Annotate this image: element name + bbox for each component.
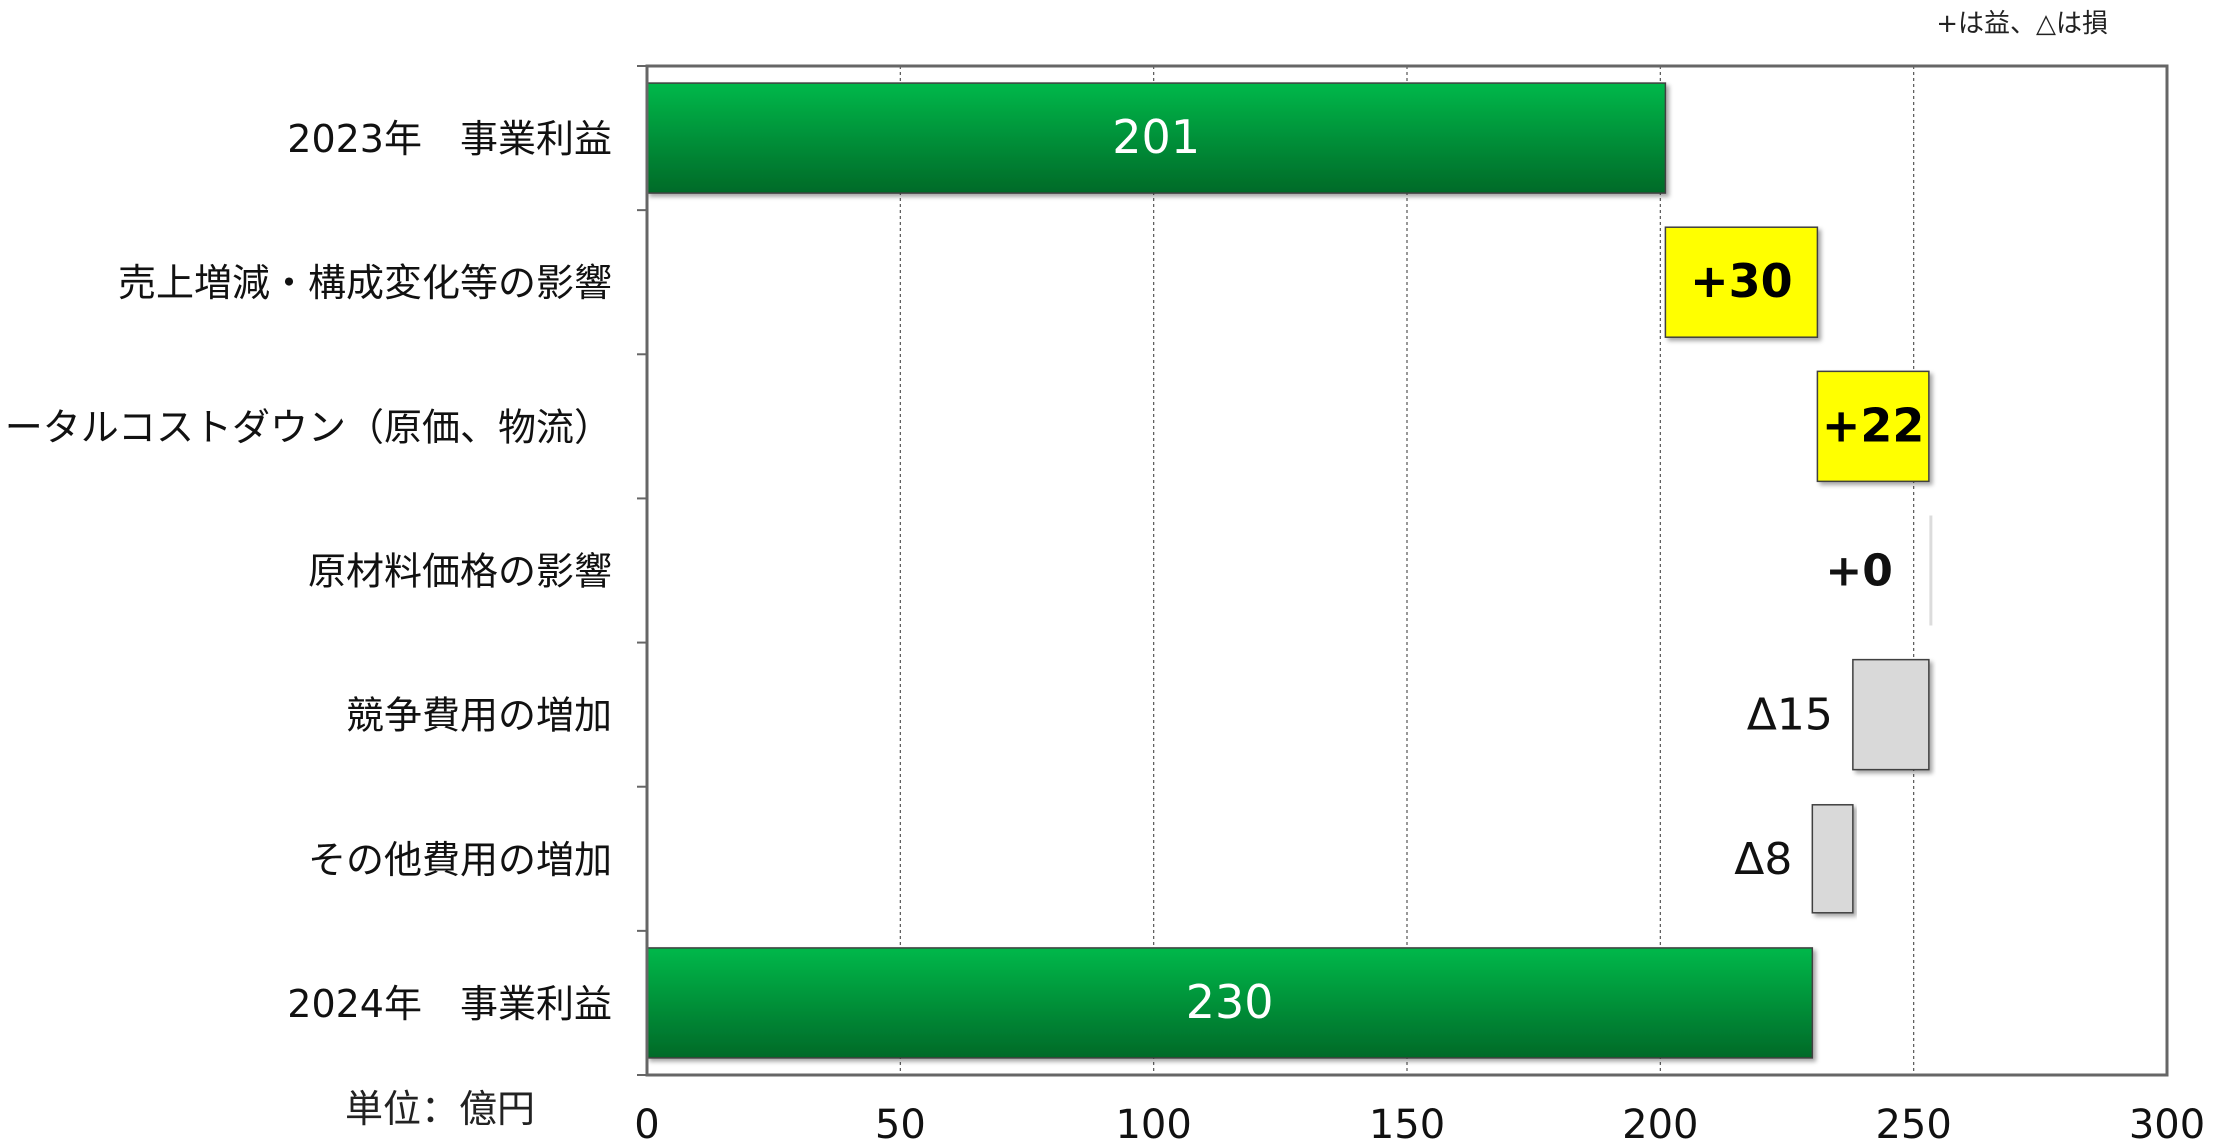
bar-value-label: Δ8 (1734, 834, 1792, 885)
bar-5 (1811, 804, 1854, 914)
category-label: 売上増減・構成変化等の影響 (118, 261, 612, 305)
unit-label: 単位：億円 (345, 1087, 535, 1131)
grid-layer (899, 66, 1915, 1075)
bar-2 (1816, 370, 1930, 483)
bar-1 (1664, 226, 1819, 338)
bar-value-label: +22 (1822, 398, 1925, 452)
x-tick-label: 300 (2129, 1102, 2205, 1141)
category-label: トータルコストダウン（原価、物流） (0, 405, 612, 449)
x-tick-label: 200 (1622, 1102, 1698, 1141)
bar-value-label: Δ15 (1747, 690, 1833, 741)
x-tick-label: 150 (1369, 1102, 1445, 1141)
legend-note: +は益、△は損 (1936, 9, 2108, 39)
x-tick-label: 50 (875, 1102, 926, 1141)
bar-value-label: +30 (1690, 254, 1793, 308)
bar-value-label: +0 (1825, 546, 1892, 597)
bar-4 (1852, 658, 1930, 771)
category-label: 競争費用の増加 (346, 694, 612, 738)
axis-layer: 0 50 100 150 200 250 300 2023年 事業利益売上増減・構成変化等の影… (0, 64, 2205, 1145)
bar-value-label: 230 (1186, 975, 1274, 1029)
x-tick-label: 100 (1115, 1102, 1191, 1141)
category-label: 原材料価格の影響 (308, 550, 612, 594)
bar-layer: 201 +30 +22 +0 Δ15 Δ8 230 (646, 82, 1933, 1059)
x-tick-label: 250 (1875, 1102, 1951, 1141)
category-label: その他費用の増加 (308, 838, 612, 882)
plot-frame (645, 64, 2169, 1077)
bar-value-label: 201 (1112, 110, 1200, 164)
x-tick-label: 0 (634, 1102, 659, 1141)
category-label: 2024年 事業利益 (287, 982, 612, 1026)
bar-6 (646, 947, 1814, 1059)
category-label: 2023年 事業利益 (287, 117, 612, 161)
bar-0 (646, 82, 1667, 194)
